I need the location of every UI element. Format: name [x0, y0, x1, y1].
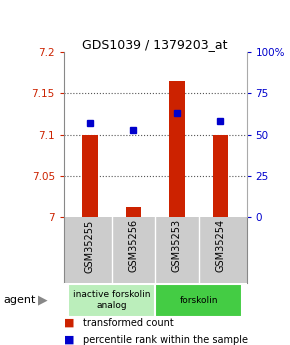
Text: agent: agent: [3, 295, 35, 305]
Text: ■: ■: [64, 335, 74, 345]
Text: transformed count: transformed count: [83, 318, 173, 327]
Title: GDS1039 / 1379203_at: GDS1039 / 1379203_at: [82, 38, 228, 51]
Bar: [82, 135, 97, 217]
Text: ■: ■: [64, 318, 74, 327]
Bar: [126, 207, 141, 217]
Bar: [169, 81, 184, 217]
Text: GSM35253: GSM35253: [172, 219, 182, 273]
Text: forskolin: forskolin: [180, 296, 218, 305]
Text: ▶: ▶: [38, 294, 47, 307]
FancyBboxPatch shape: [68, 284, 155, 317]
Bar: [213, 135, 228, 217]
Text: GSM35254: GSM35254: [215, 219, 225, 273]
Text: GSM35255: GSM35255: [85, 219, 95, 273]
Text: percentile rank within the sample: percentile rank within the sample: [83, 335, 248, 345]
FancyBboxPatch shape: [155, 284, 242, 317]
Text: GSM35256: GSM35256: [128, 219, 138, 273]
Text: inactive forskolin
analog: inactive forskolin analog: [73, 290, 151, 310]
